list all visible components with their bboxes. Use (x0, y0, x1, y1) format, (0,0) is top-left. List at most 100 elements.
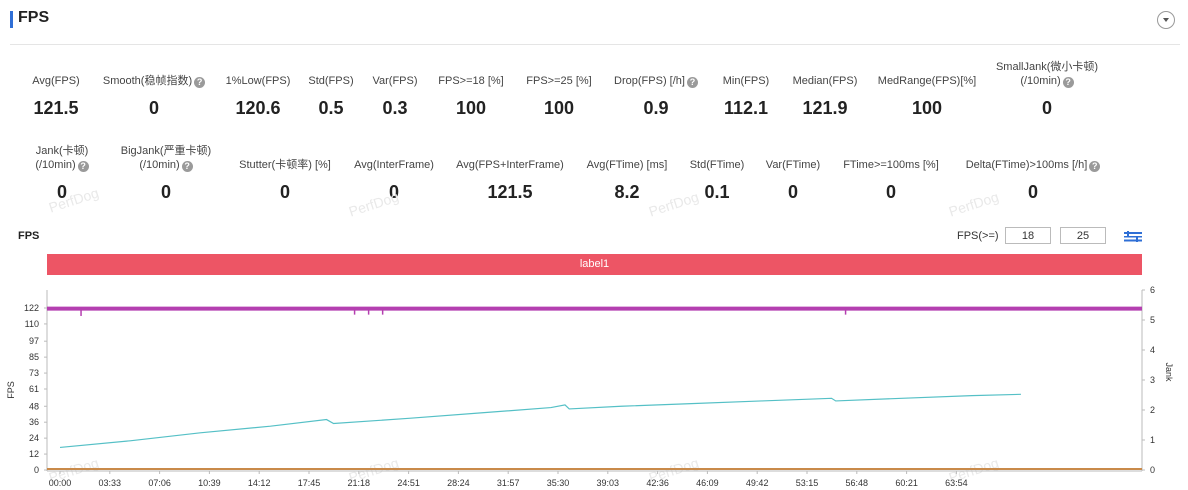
y-tick-label: 0 (34, 465, 39, 475)
metric-label: Std(FPS) (308, 75, 354, 87)
y2-tick-label: 6 (1150, 285, 1155, 295)
metric-label: Smooth(稳帧指数)? (79, 74, 229, 88)
chart-settings-icon[interactable] (1123, 231, 1143, 242)
fps-threshold-label: FPS(>=) (957, 230, 999, 242)
metric-value: 0 (56, 182, 67, 202)
metric-label: FTime>=100ms [%] (843, 159, 939, 171)
metric-avg-ftime: Avg(FTime) [ms] 8.2 (552, 158, 702, 203)
metric-value: 100 (543, 98, 575, 118)
metric-label: FPS>=18 [%] (438, 75, 504, 87)
metric-value: 0.9 (643, 98, 669, 118)
metric-ftime-ge-100: FTime>=100ms [%] 0 (816, 158, 966, 203)
metric-label: Min(FPS) (722, 75, 770, 87)
metric-value: 0 (787, 182, 798, 202)
y-tick-label: 24 (29, 433, 39, 443)
metric-label: FPS>=25 [%] (526, 75, 592, 87)
metric-value: 0 (1027, 182, 1038, 202)
metric-value: 120.6 (235, 98, 281, 118)
help-icon[interactable]: ? (1089, 161, 1101, 172)
help-icon[interactable]: ? (1062, 77, 1074, 88)
y-tick-label: 73 (29, 368, 39, 378)
metric-big-jank: BigJank(严重卡顿) (/10min)? 0 (91, 144, 241, 203)
metric-label-unit: (/10min)? (972, 74, 1122, 88)
help-icon[interactable]: ? (686, 77, 698, 88)
y2-tick-label: 3 (1150, 375, 1155, 385)
metric-median-fps: Median(FPS) 121.9 (750, 74, 900, 119)
collapse-chevron-icon[interactable] (1157, 11, 1175, 29)
x-tick-label: 42:36 (646, 478, 669, 488)
x-tick-label: 07:06 (148, 478, 171, 488)
y2-axis-title: Jank (1164, 362, 1174, 382)
y-tick-label: 36 (29, 417, 39, 427)
x-tick-label: 63:54 (945, 478, 968, 488)
label-band[interactable]: label1 (47, 254, 1142, 275)
metric-label: Std(FTime) (689, 159, 745, 171)
help-icon[interactable]: ? (181, 161, 193, 172)
y2-tick-label: 5 (1150, 315, 1155, 325)
x-tick-label: 35:30 (547, 478, 570, 488)
y-axis-title: FPS (6, 381, 16, 399)
metric-value: 121.5 (33, 98, 79, 118)
metric-value: 121.5 (487, 182, 533, 202)
metric-value: 0.1 (704, 182, 730, 202)
metric-label: SmallJank(微小卡顿) (995, 61, 1099, 73)
metric-fps-ge-18: FPS>=18 [%] 100 (396, 74, 546, 119)
metric-one-percent-low: 1%Low(FPS) 120.6 (183, 74, 333, 119)
metric-value: 0 (388, 182, 399, 202)
x-tick-label: 56:48 (846, 478, 869, 488)
metric-value: 100 (455, 98, 487, 118)
metric-label: Delta(FTime)>100ms [/h]? (958, 158, 1108, 172)
x-tick-label: 24:51 (397, 478, 420, 488)
metric-value: 0 (885, 182, 896, 202)
metric-stutter: Stutter(卡顿率) [%] 0 (210, 158, 360, 203)
metric-small-jank: SmallJank(微小卡顿) (/10min)? 0 (972, 60, 1122, 119)
metric-var-ftime: Var(FTime) 0 (718, 158, 868, 203)
y2-tick-label: 0 (1150, 465, 1155, 475)
x-tick-label: 03:33 (99, 478, 122, 488)
x-tick-label: 17:45 (298, 478, 321, 488)
metric-medrange-fps: MedRange(FPS)[%] 100 (852, 74, 1002, 119)
x-tick-label: 28:24 (447, 478, 470, 488)
x-tick-label: 46:09 (696, 478, 719, 488)
metric-fps-ge-25: FPS>=25 [%] 100 (484, 74, 634, 119)
metric-value: 100 (911, 98, 943, 118)
chart-title: FPS (18, 230, 40, 242)
metric-smooth: Smooth(稳帧指数)? 0 (79, 74, 229, 119)
metric-value: 0.5 (318, 98, 344, 118)
metric-label: Jank(卡顿) (35, 145, 89, 157)
title-accent-bar (10, 11, 13, 28)
metric-avg-fps-interframe: Avg(FPS+InterFrame) 121.5 (435, 158, 585, 203)
metric-min-fps: Min(FPS) 112.1 (671, 74, 821, 119)
metric-label: BigJank(严重卡顿) (120, 145, 212, 157)
panel-title: FPS (18, 9, 50, 26)
y-tick-label: 12 (29, 449, 39, 459)
metric-label: Median(FPS) (792, 75, 858, 87)
metric-value: 121.9 (802, 98, 848, 118)
y-tick-label: 97 (29, 336, 39, 346)
metric-label: MedRange(FPS)[%] (877, 75, 977, 87)
x-tick-label: 31:57 (497, 478, 520, 488)
metric-label: Var(FPS) (372, 75, 418, 87)
x-tick-label: 49:42 (746, 478, 769, 488)
metric-value: 0 (160, 182, 171, 202)
metric-jank: Jank(卡顿) (/10min)? 0 (0, 144, 137, 203)
metric-label-unit: (/10min)? (91, 158, 241, 172)
metric-label: Avg(FPS) (32, 75, 80, 87)
fps-threshold-high-input[interactable] (1060, 227, 1106, 244)
metric-value: 112.1 (723, 98, 769, 118)
metric-avg-interframe: Avg(InterFrame) 0 (319, 158, 469, 203)
header-divider (10, 44, 1180, 45)
help-icon[interactable]: ? (194, 77, 206, 88)
metric-std-fps: Std(FPS) 0.5 (256, 74, 406, 119)
y-tick-label: 61 (29, 384, 39, 394)
metric-value: 0 (1041, 98, 1052, 118)
metric-value: 8.2 (614, 182, 640, 202)
metric-delta-ftime: Delta(FTime)>100ms [/h]? 0 (958, 158, 1108, 203)
help-icon[interactable]: ? (77, 161, 89, 172)
metric-value: 0 (148, 98, 159, 118)
fps-threshold-low-input[interactable] (1005, 227, 1051, 244)
metric-label: Avg(InterFrame) (354, 159, 434, 171)
x-tick-label: 39:03 (597, 478, 620, 488)
x-tick-label: 21:18 (348, 478, 371, 488)
